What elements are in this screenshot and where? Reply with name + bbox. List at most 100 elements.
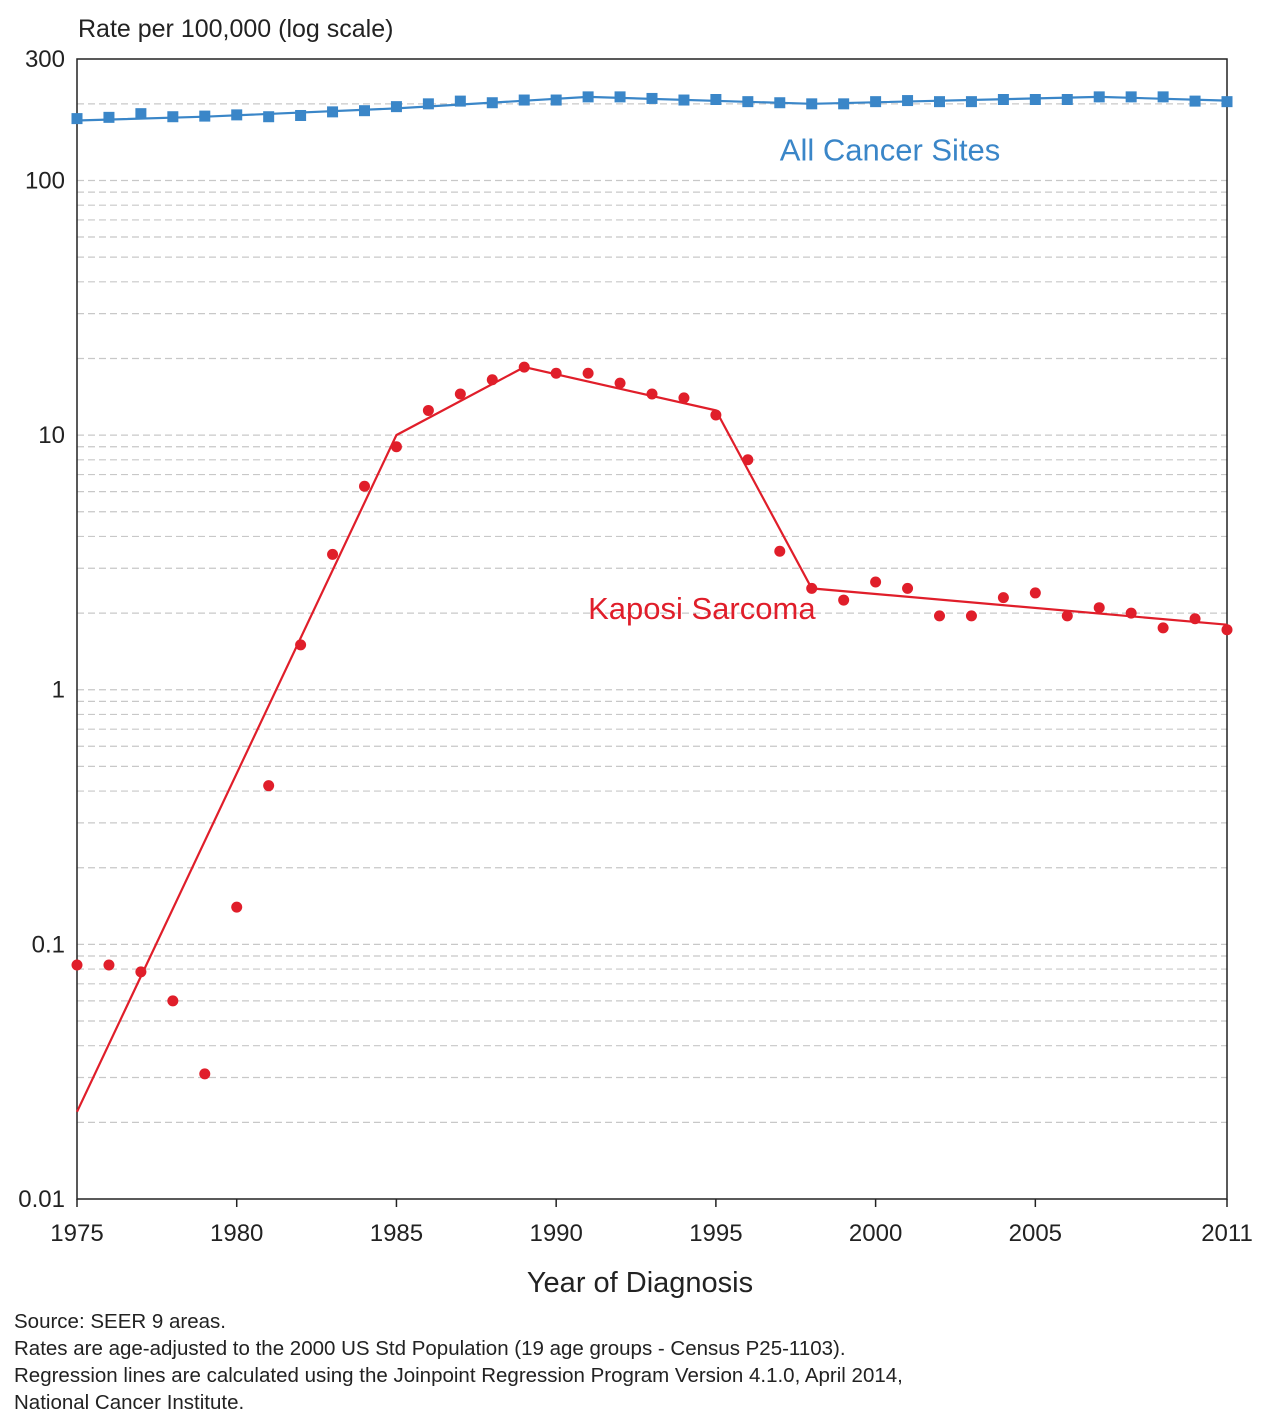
data-point	[390, 441, 402, 453]
data-point	[1157, 622, 1169, 634]
y-tick-label: 0.1	[32, 931, 65, 958]
data-point	[550, 94, 562, 106]
y-tick-label: 100	[25, 167, 65, 194]
data-point	[614, 377, 626, 389]
data-point	[870, 96, 882, 108]
x-tick-label: 2005	[1009, 1220, 1062, 1247]
data-point	[1125, 91, 1137, 103]
chart: 300 100 10 1 0.1 0.01 1975 1980 1985 1990 1995 200…	[18, 15, 1253, 1299]
data-point	[263, 780, 275, 792]
source-note: Source: SEER 9 areas.	[14, 1310, 226, 1333]
series-all-cancer-sites: All Cancer Sites	[71, 91, 1233, 167]
data-point	[710, 94, 722, 106]
x-tick-label: 1980	[210, 1220, 263, 1247]
data-point	[231, 109, 243, 121]
y-tick-label: 300	[25, 46, 65, 73]
data-point	[231, 901, 243, 913]
data-point	[1093, 91, 1105, 103]
data-point	[806, 582, 818, 594]
chart-notes: Source: SEER 9 areas. Rates are age-adju…	[14, 1308, 1254, 1416]
x-tick-label: 1990	[529, 1220, 582, 1247]
data-point	[646, 388, 658, 400]
data-point	[1061, 610, 1073, 622]
data-point	[965, 610, 977, 622]
data-point	[295, 639, 307, 651]
data-point	[710, 409, 722, 421]
y-tick-label: 0.01	[18, 1186, 65, 1213]
data-point	[167, 111, 179, 123]
data-point	[1093, 602, 1105, 614]
series-label: All Cancer Sites	[780, 132, 1001, 167]
data-point	[997, 592, 1009, 604]
y-axis-title: Rate per 100,000 (log scale)	[78, 15, 393, 43]
x-tick-label: 2000	[849, 1220, 902, 1247]
regression-line	[76, 365, 1228, 1113]
data-point	[295, 109, 307, 121]
data-point	[390, 101, 402, 113]
data-point	[997, 94, 1009, 106]
data-point	[135, 108, 147, 120]
x-tick-label: 2011	[1201, 1220, 1253, 1247]
y-axis-ticks: 300 100 10 1 0.1 0.01	[18, 46, 65, 1213]
data-point	[518, 94, 530, 106]
x-tick-label: 1975	[50, 1220, 103, 1247]
data-point	[103, 959, 115, 971]
age-adjustment-note: Rates are age-adjusted to the 2000 US St…	[14, 1337, 846, 1360]
data-point	[135, 966, 147, 978]
data-point	[1029, 94, 1041, 106]
series-label: Kaposi Sarcoma	[588, 591, 816, 626]
data-point	[838, 594, 850, 606]
data-point	[199, 1068, 211, 1080]
data-point	[454, 95, 466, 107]
data-point	[614, 91, 626, 103]
data-point	[774, 545, 786, 557]
data-point	[806, 98, 818, 110]
data-point	[646, 92, 658, 104]
data-point	[1061, 94, 1073, 106]
data-point	[902, 95, 914, 107]
y-tick-label: 1	[52, 677, 65, 704]
data-point	[678, 392, 690, 404]
data-point	[1125, 607, 1137, 619]
y-tick-label: 10	[38, 422, 65, 449]
data-point	[774, 97, 786, 109]
data-point	[199, 110, 211, 122]
data-point	[965, 96, 977, 108]
series-kaposi-sarcoma: Kaposi Sarcoma	[71, 361, 1233, 1113]
data-point	[327, 106, 339, 118]
data-point	[678, 94, 690, 106]
data-point	[550, 367, 562, 379]
data-point	[454, 388, 466, 400]
data-point	[71, 113, 83, 125]
data-point	[359, 105, 370, 117]
data-point	[1221, 624, 1233, 636]
data-point	[582, 367, 594, 379]
data-point	[742, 96, 754, 108]
data-point	[870, 576, 882, 588]
data-point	[486, 97, 498, 109]
data-point	[838, 98, 850, 110]
x-tick-label: 1995	[689, 1220, 742, 1247]
data-point	[422, 98, 434, 110]
data-point	[263, 111, 275, 123]
data-point	[934, 96, 945, 108]
data-point	[1029, 587, 1041, 599]
data-point	[1189, 95, 1201, 107]
data-point	[359, 480, 370, 492]
data-point	[742, 454, 754, 466]
data-point	[902, 582, 914, 594]
x-axis-ticks: 1975 1980 1985 1990 1995 2000 2005 2011	[50, 1199, 1253, 1247]
data-point	[167, 995, 179, 1007]
plot-area-frame	[76, 58, 1228, 1200]
data-point	[71, 959, 83, 971]
data-point	[1189, 613, 1201, 625]
data-point	[1221, 96, 1233, 108]
data-point	[1157, 91, 1169, 103]
series-layer: All Cancer Sites Kaposi Sarcoma	[71, 91, 1233, 1113]
data-point	[582, 91, 594, 103]
data-point	[103, 111, 115, 123]
institute-note: National Cancer Institute.	[14, 1391, 245, 1414]
x-axis-title: Year of Diagnosis	[527, 1267, 753, 1299]
regression-note: Regression lines are calculated using th…	[14, 1364, 903, 1387]
data-point	[934, 610, 945, 622]
